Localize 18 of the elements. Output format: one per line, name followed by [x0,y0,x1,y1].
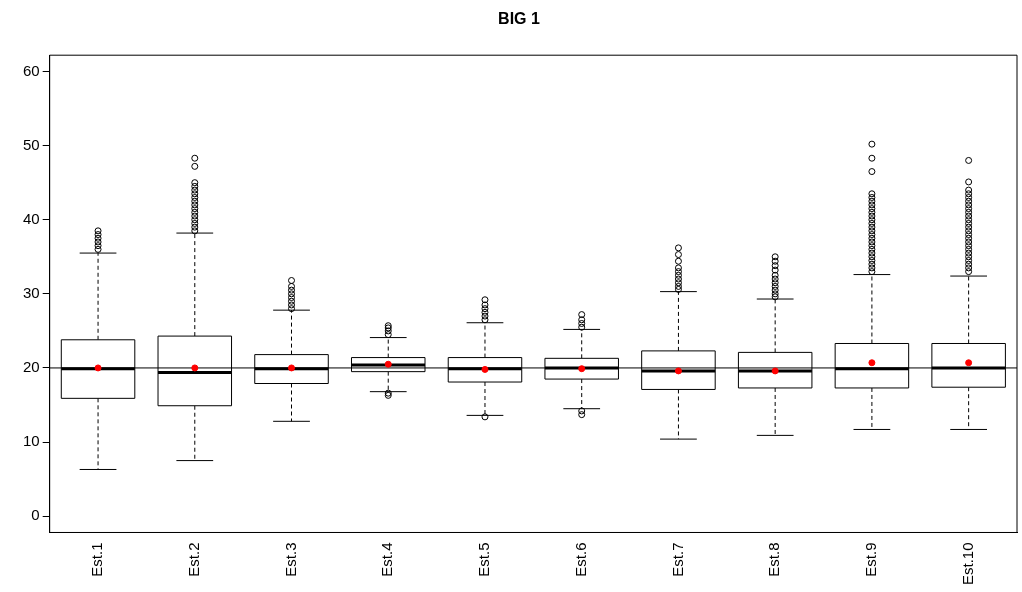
x-tick-label: Est.5 [475,542,493,577]
y-tick-label: 40 [23,209,40,227]
y-tick-label: 20 [23,358,40,376]
x-tick-label: Est.6 [571,542,589,577]
x-tick-label: Est.2 [184,542,202,577]
y-tick-label: 0 [31,506,40,524]
x-tick-label: Est.1 [88,542,106,577]
x-tick-label: Est.8 [765,542,783,577]
y-tick-label: 50 [23,135,40,153]
x-tick-label: Est.10 [958,542,976,586]
x-tick-label: Est.7 [668,542,686,577]
x-tick-label: Est.9 [862,542,880,577]
y-tick-label: 60 [23,61,40,79]
x-tick-label: Est.3 [281,542,299,577]
y-tick-label: 30 [23,283,40,301]
y-tick-label: 10 [23,432,40,450]
chart-title: BIG 1 [498,10,540,28]
x-tick-label: Est.4 [378,542,396,577]
